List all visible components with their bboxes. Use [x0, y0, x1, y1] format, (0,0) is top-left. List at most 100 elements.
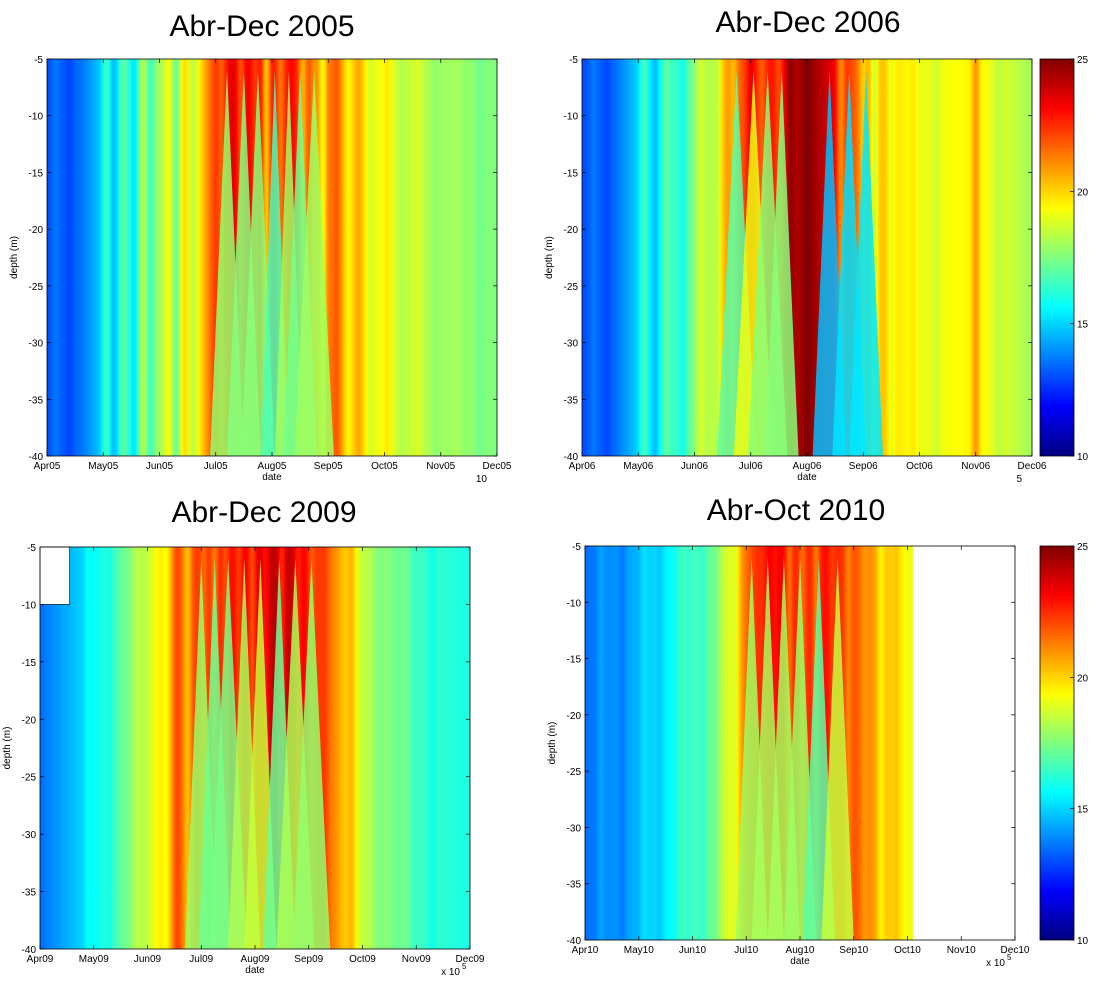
x-tick-label: Sep05 — [314, 461, 343, 472]
x-tick-label: Oct09 — [349, 954, 376, 965]
x-exponent-label: 10 — [476, 474, 488, 485]
y-tick-label: -5 — [27, 543, 36, 554]
y-tick-label: -15 — [567, 655, 582, 666]
x-tick-label: Jul06 — [739, 461, 763, 472]
x-axis-label: date — [245, 965, 265, 976]
colorbar — [1039, 545, 1075, 941]
y-tick-label: -20 — [29, 225, 44, 236]
x-tick-label: Jun05 — [146, 461, 174, 472]
heatmap-wedge — [294, 70, 334, 456]
x-tick-label: Nov10 — [947, 945, 976, 956]
x-tick-label: Apr09 — [27, 954, 54, 965]
x-exponent-power: 5 — [1007, 953, 1012, 962]
x-tick-label: Nov05 — [426, 461, 455, 472]
x-tick-label: Oct10 — [894, 945, 921, 956]
colorbar-tick-label: 20 — [1077, 673, 1089, 684]
y-tick-label: -25 — [567, 767, 582, 778]
y-tick-label: -15 — [29, 168, 44, 179]
y-tick-label: -10 — [29, 112, 44, 123]
y-axis-label: depth (m) — [544, 236, 555, 279]
missing-data-box — [39, 546, 70, 605]
y-tick-label: -35 — [567, 880, 582, 891]
x-tick-label: Apr10 — [572, 945, 599, 956]
x-tick-label: Dec06 — [1018, 461, 1047, 472]
x-tick-label: Oct06 — [906, 461, 933, 472]
colorbar-tick-label: 25 — [1077, 55, 1089, 66]
y-tick-label: -40 — [29, 452, 44, 463]
heatmap-wedges — [185, 558, 331, 949]
y-tick-label: -5 — [569, 55, 578, 66]
y-tick-label: -20 — [567, 711, 582, 722]
x-exponent-label: x 10 — [441, 967, 460, 978]
x-tick-label: Oct05 — [371, 461, 398, 472]
panel-title: Abr-Dec 2005 — [169, 10, 355, 43]
x-tick-label: Jun10 — [679, 945, 707, 956]
y-tick-label: -5 — [34, 55, 43, 66]
x-tick-label: Aug09 — [241, 954, 270, 965]
colorbar-tick-label: 20 — [1077, 187, 1089, 198]
x-tick-label: Jul05 — [204, 461, 228, 472]
heatmap-wedges — [735, 557, 854, 940]
x-tick-label: Nov09 — [402, 954, 431, 965]
heatmap-field — [582, 59, 1032, 456]
x-tick-label: May09 — [79, 954, 109, 965]
y-tick-label: -20 — [22, 715, 37, 726]
x-tick-label: Sep06 — [849, 461, 878, 472]
colorbar-tick-label: 25 — [1077, 542, 1089, 553]
y-tick-label: -40 — [22, 945, 37, 956]
y-tick-label: -25 — [22, 773, 37, 784]
x-tick-label: Dec10 — [1001, 945, 1030, 956]
heatmap-wedges — [717, 70, 883, 456]
x-tick-label: Jun09 — [134, 954, 162, 965]
y-tick-label: -40 — [567, 936, 582, 947]
x-tick-label: Sep09 — [294, 954, 323, 965]
heatmap-wedge — [292, 558, 331, 949]
x-tick-label: May06 — [623, 461, 653, 472]
colorbar-tick-label: 15 — [1077, 320, 1089, 331]
x-axis-label: date — [790, 956, 810, 967]
y-tick-label: -10 — [22, 600, 37, 611]
y-tick-label: -30 — [22, 830, 37, 841]
heatmap-wedges — [210, 70, 334, 456]
colorbar-tick-label: 10 — [1077, 936, 1089, 947]
x-axis-label: date — [262, 472, 282, 483]
y-tick-label: -5 — [572, 542, 581, 553]
colorbar-tick-label: 15 — [1077, 805, 1089, 816]
y-tick-label: -25 — [564, 282, 579, 293]
colorbar — [1039, 58, 1075, 457]
y-axis-label: depth (m) — [547, 722, 558, 765]
y-tick-label: -35 — [29, 395, 44, 406]
x-exponent-label: x 10 — [986, 958, 1005, 969]
panel-title: Abr-Dec 2009 — [171, 496, 357, 529]
y-tick-label: -30 — [567, 823, 582, 834]
panel-title: Abr-Dec 2006 — [715, 6, 901, 39]
x-tick-label: Sep10 — [839, 945, 868, 956]
heatmap-wedge — [821, 557, 854, 940]
x-tick-label: May05 — [88, 461, 118, 472]
y-tick-label: -35 — [564, 395, 579, 406]
x-tick-label: May10 — [624, 945, 654, 956]
y-tick-label: -35 — [22, 888, 37, 899]
y-tick-label: -20 — [564, 225, 579, 236]
x-tick-label: Dec09 — [456, 954, 485, 965]
colorbar-tick-label: 10 — [1077, 452, 1089, 463]
x-tick-label: Aug05 — [258, 461, 287, 472]
x-tick-label: Dec05 — [483, 461, 512, 472]
x-tick-label: Jun06 — [681, 461, 709, 472]
x-tick-label: Aug06 — [793, 461, 822, 472]
heatmap-wedge — [764, 70, 799, 456]
y-tick-label: -10 — [567, 598, 582, 609]
y-axis-label: depth (m) — [2, 727, 13, 770]
x-tick-label: Apr06 — [569, 461, 596, 472]
x-tick-label: Aug10 — [786, 945, 815, 956]
y-tick-label: -30 — [564, 339, 579, 350]
panel-title: Abr-Oct 2010 — [706, 494, 886, 527]
x-tick-label: Jul10 — [734, 945, 758, 956]
heatmap-wedge — [849, 70, 883, 456]
y-tick-label: -40 — [564, 452, 579, 463]
